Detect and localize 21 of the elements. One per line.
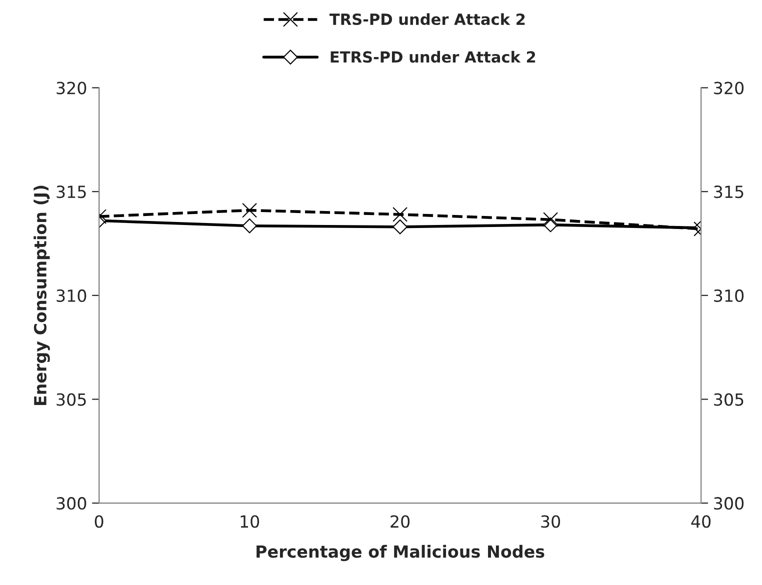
y-axis-title: Energy Consumption (J) xyxy=(34,186,50,406)
y-tick-label: 320 xyxy=(56,82,86,94)
x-tick-label: 40 xyxy=(691,515,711,528)
y2-tick-label: 305 xyxy=(714,393,744,406)
y2-tick-label: 310 xyxy=(714,289,744,302)
legend-label: ETRS-PD under Attack 2 xyxy=(330,50,536,63)
point xyxy=(392,206,408,222)
y-tick-label: 305 xyxy=(56,393,86,406)
y2-tick-label: 300 xyxy=(714,497,744,510)
x-tick-label: 30 xyxy=(541,515,560,528)
x-tick-label: 10 xyxy=(240,515,260,528)
y-tick-label: 300 xyxy=(56,497,86,510)
x-tick-label: 0 xyxy=(94,515,104,528)
y-tick-label: 315 xyxy=(56,186,86,198)
y-tick-label: 310 xyxy=(56,289,86,302)
point xyxy=(392,219,408,234)
x-axis-title: Percentage of Malicious Nodes xyxy=(256,544,544,562)
y2-tick-label: 320 xyxy=(714,82,744,94)
legend-label: TRS-PD under Attack 2 xyxy=(329,13,525,26)
x-tick-label: 20 xyxy=(390,515,410,528)
y2-tick-label: 315 xyxy=(714,186,744,198)
